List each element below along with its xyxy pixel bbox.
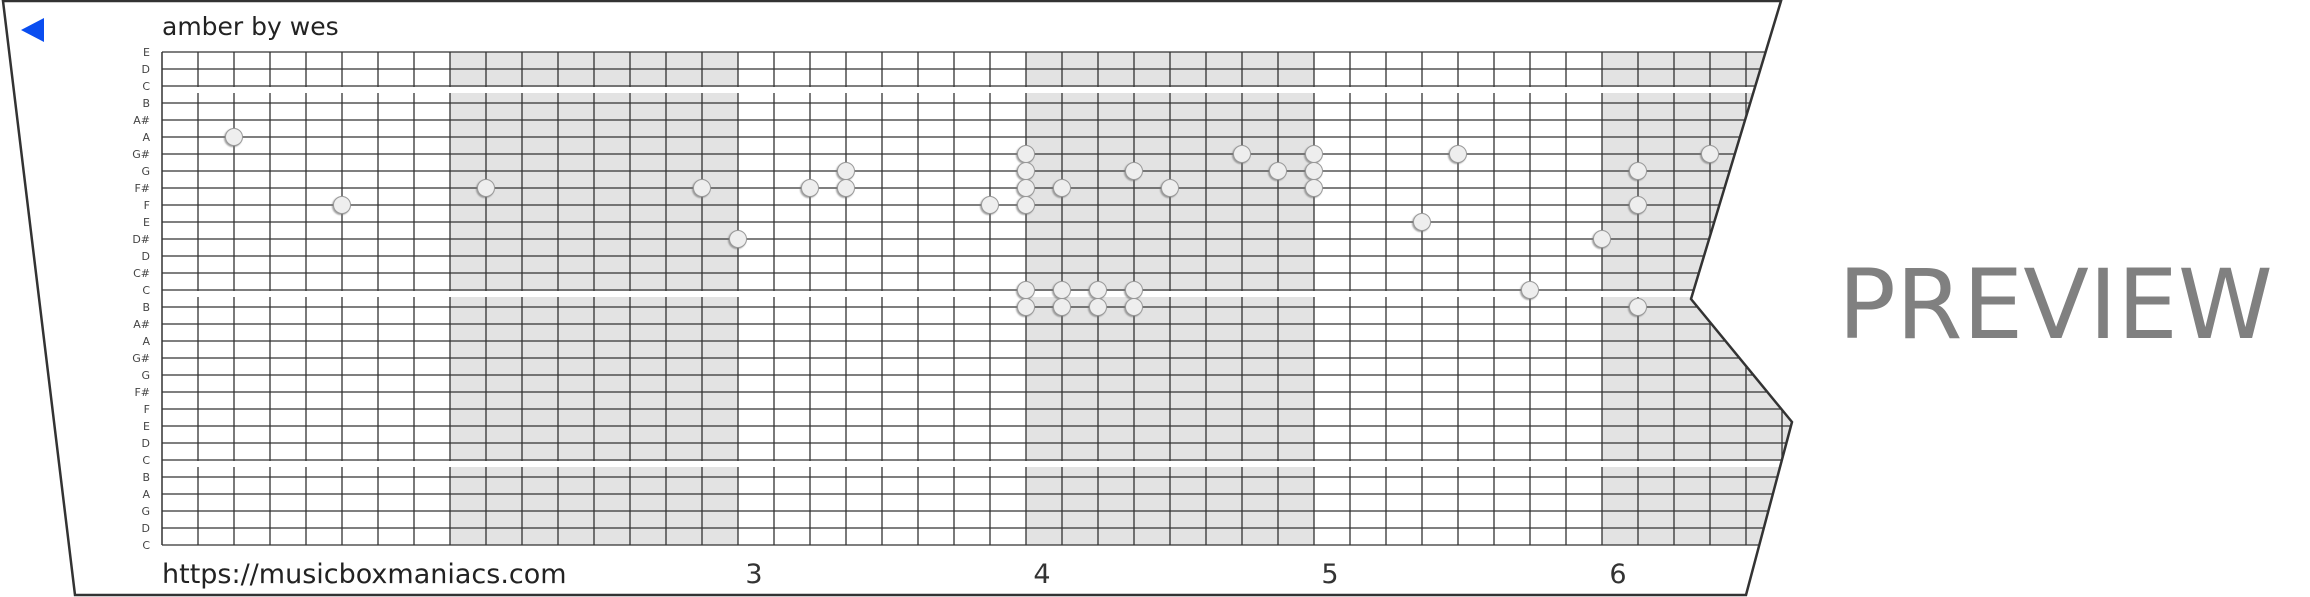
note-hole bbox=[1305, 145, 1323, 163]
note-hole bbox=[1017, 281, 1035, 299]
note-hole bbox=[1449, 145, 1467, 163]
note-hole bbox=[1017, 298, 1035, 316]
pitch-label: D# bbox=[132, 233, 150, 246]
measure-number: 3 bbox=[745, 559, 762, 590]
pitch-label: F bbox=[144, 199, 150, 212]
measure-number: 6 bbox=[1609, 559, 1626, 590]
strip-outline bbox=[1, 0, 1794, 597]
pitch-label: G# bbox=[132, 352, 150, 365]
pitch-label: F bbox=[144, 403, 150, 416]
measure-number: 5 bbox=[1321, 559, 1338, 590]
note-grid bbox=[161, 51, 1792, 546]
measure-numbers: 3 4 5 6 bbox=[745, 559, 1626, 590]
pitch-label: D bbox=[142, 437, 150, 450]
note-hole bbox=[333, 196, 351, 214]
note-hole bbox=[1305, 162, 1323, 180]
note-hole bbox=[1233, 145, 1251, 163]
pitch-label: D bbox=[142, 250, 150, 263]
note-hole bbox=[1017, 162, 1035, 180]
note-hole bbox=[837, 162, 855, 180]
note-hole bbox=[981, 196, 999, 214]
note-hole bbox=[1629, 298, 1647, 316]
note-hole bbox=[729, 230, 747, 248]
notes-layer bbox=[225, 128, 1719, 316]
pitch-label: B bbox=[142, 97, 150, 110]
preview-watermark: PREVIEW bbox=[1838, 249, 2273, 361]
pitch-label: B bbox=[142, 301, 150, 314]
note-hole bbox=[1413, 213, 1431, 231]
site-url[interactable]: https://musicboxmaniacs.com bbox=[162, 559, 567, 590]
pitch-label: D bbox=[142, 63, 150, 76]
pitch-label: E bbox=[143, 46, 150, 59]
row-group-gap bbox=[163, 87, 1792, 93]
pitch-label: D bbox=[142, 522, 150, 535]
pitch-label: F# bbox=[134, 182, 150, 195]
note-hole bbox=[1053, 281, 1071, 299]
note-hole bbox=[1053, 179, 1071, 197]
note-hole bbox=[1089, 281, 1107, 299]
pitch-label: A bbox=[142, 488, 150, 501]
note-hole bbox=[1017, 179, 1035, 197]
row-group-gap bbox=[163, 461, 1792, 467]
note-hole bbox=[801, 179, 819, 197]
note-hole bbox=[1629, 162, 1647, 180]
pitch-label: A bbox=[142, 335, 150, 348]
note-hole bbox=[1521, 281, 1539, 299]
pitch-label: E bbox=[143, 216, 150, 229]
pitch-label: A# bbox=[133, 114, 150, 127]
note-hole bbox=[1593, 230, 1611, 248]
note-hole bbox=[477, 179, 495, 197]
pitch-label: C bbox=[142, 539, 150, 552]
note-hole bbox=[1125, 298, 1143, 316]
song-title: amber by wes bbox=[162, 12, 339, 41]
pitch-label: B bbox=[142, 471, 150, 484]
pitch-label: C# bbox=[133, 267, 150, 280]
note-hole bbox=[693, 179, 711, 197]
note-hole bbox=[1017, 145, 1035, 163]
back-icon[interactable] bbox=[21, 18, 44, 42]
pitch-label: A# bbox=[133, 318, 150, 331]
pitch-label: G bbox=[141, 165, 150, 178]
pitch-label: C bbox=[142, 284, 150, 297]
note-hole bbox=[1701, 145, 1719, 163]
measure-number: 4 bbox=[1033, 559, 1050, 590]
note-hole bbox=[1125, 162, 1143, 180]
pitch-label: G bbox=[141, 505, 150, 518]
note-hole bbox=[1269, 162, 1287, 180]
note-hole bbox=[1161, 179, 1179, 197]
note-hole bbox=[1125, 281, 1143, 299]
note-hole bbox=[1305, 179, 1323, 197]
pitch-label: C bbox=[142, 454, 150, 467]
pitch-label: C bbox=[142, 80, 150, 93]
note-hole bbox=[1629, 196, 1647, 214]
pitch-label: E bbox=[143, 420, 150, 433]
note-hole bbox=[1053, 298, 1071, 316]
pitch-label: A bbox=[142, 131, 150, 144]
note-hole bbox=[1017, 196, 1035, 214]
pitch-label: F# bbox=[134, 386, 150, 399]
pitch-label: G bbox=[141, 369, 150, 382]
note-hole bbox=[1089, 298, 1107, 316]
pitch-label: G# bbox=[132, 148, 150, 161]
note-hole bbox=[225, 128, 243, 146]
note-hole bbox=[837, 179, 855, 197]
row-group-gap bbox=[163, 291, 1792, 297]
